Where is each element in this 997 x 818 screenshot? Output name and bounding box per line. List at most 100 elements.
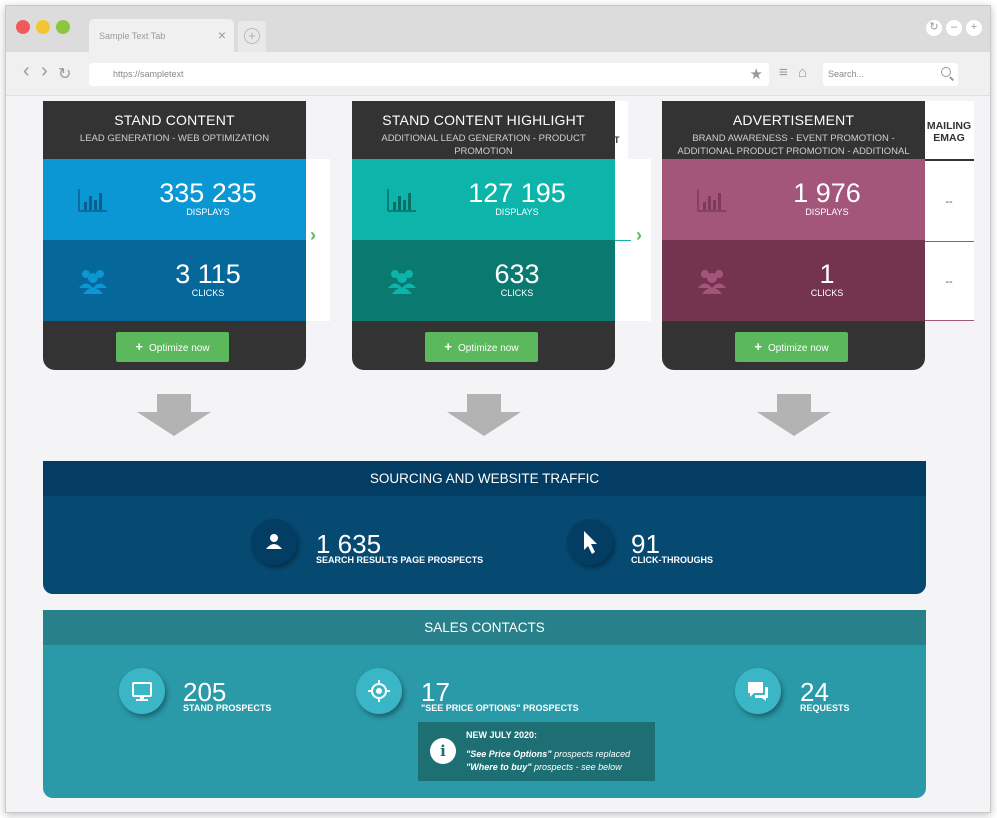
users-icon [79,270,107,294]
displays-value: 1 976 [793,178,861,208]
plus-icon: + [244,28,260,44]
target-circle [356,668,402,714]
displays-label: DISPLAYS [805,207,849,217]
clicks-value: 3 115 [175,259,241,289]
displays-band: 335 235 DISPLAYS [43,159,306,240]
plus-icon: + [135,339,143,354]
search-icon[interactable] [941,67,951,77]
info-icon: i [430,738,456,764]
home-icon[interactable]: ⌂ [798,64,808,81]
clicks-label: CLICKS [191,288,225,298]
monitor-circle [119,668,165,714]
restore-icon[interactable]: ↻ [926,20,942,36]
browser-window: Sample Text Tab × + ↻ – + ‹ › ↻ https://… [5,5,991,813]
stand-content-highlight-card: STAND CONTENT HIGHLIGHT ADDITIONAL LEAD … [352,101,615,370]
price-options-label: "SEE PRICE OPTIONS" PROSPECTS [421,703,579,713]
back-icon[interactable]: ‹ [23,60,30,82]
search-input[interactable]: Search... [823,63,958,86]
chat-circle [735,668,781,714]
requests-label: REQUESTS [800,703,850,713]
clicks-label: CLICKS [500,288,534,298]
menu-icon[interactable]: ≡ [779,64,788,81]
tab-bar: Sample Text Tab × + ↻ – + [6,6,990,52]
users-icon [388,270,416,294]
clicks-value: 1 [819,259,835,289]
target-icon [368,680,390,702]
address-bar[interactable]: https://sampletext ★ [89,63,769,86]
card-title: STAND CONTENT HIGHLIGHT [382,112,585,128]
clicks-band: 3 115 CLICKS [43,240,306,321]
minimize-window-dot[interactable] [36,20,50,34]
user-icon [266,534,282,549]
optimize-now-button[interactable]: + Optimize now [116,332,229,362]
users-icon [698,270,726,294]
displays-band: 127 195 DISPLAYS [352,159,615,240]
plus-icon: + [754,339,762,354]
click-throughs-label: CLICK-THROUGHS [631,555,713,565]
displays-value: 127 195 [468,178,566,208]
chat-icon [748,682,768,701]
card-subtitle: LEAD GENERATION - WEB OPTIMIZATION [79,133,270,144]
minimize-icon[interactable]: – [946,20,962,36]
new-tab-button[interactable]: + [238,21,266,52]
notice-title: NEW JULY 2020: [466,730,538,740]
optimize-now-button[interactable]: + Optimize now [735,332,848,362]
prospects-value: 1 635 [316,529,382,559]
mailing-header: MAILING [926,120,972,132]
cursor-icon [584,531,597,554]
displays-band: 1 976 DISPLAYS [662,159,925,240]
reload-icon[interactable]: ↻ [58,66,72,83]
card-subtitle: ADDITIONAL LEAD GENERATION - PRODUCT PRO… [381,133,586,157]
chevron-right-icon[interactable]: › [636,225,642,245]
forward-icon[interactable]: › [41,60,48,82]
side-panel-2-header: T [611,101,628,159]
clicks-label: CLICKS [810,288,844,298]
down-arrow-icon [447,394,521,436]
advertisement-card: ADVERTISEMENT BRAND AWARENESS - EVENT PR… [662,101,925,370]
click-throughs-value: 91 [631,529,660,559]
search-placeholder: Search... [828,69,865,79]
cursor-circle [567,519,613,565]
bar-chart-icon [78,189,107,212]
emag-header: EMAG [933,132,965,144]
tab-title: Sample Text Tab [99,31,166,41]
section-title: SALES CONTACTS [43,610,926,645]
notice-line-1: "See Price Options" prospects replaced [466,749,631,759]
displays-label: DISPLAYS [186,207,230,217]
price-options-value: 17 [421,677,450,707]
mailing-dash-2: -- [945,276,953,288]
browser-tab[interactable]: Sample Text Tab × [89,19,234,52]
add-window-icon[interactable]: + [966,20,982,36]
clicks-band: 633 CLICKS [352,240,615,321]
close-window-dot[interactable] [16,20,30,34]
sales-contacts-section: SALES CONTACTS 205 STAND PROSPECTS 17 "S… [43,610,926,798]
mailing-dash-1: -- [945,196,953,208]
requests-value: 24 [800,677,829,707]
stand-prospects-label: STAND PROSPECTS [183,703,272,713]
stand-prospects-value: 205 [183,677,227,707]
card-title: ADVERTISEMENT [732,112,855,128]
star-icon[interactable]: ★ [749,66,763,83]
browser-toolbar: ‹ › ↻ https://sampletext ★ ≡ ⌂ Search... [6,52,990,96]
clicks-value: 633 [494,259,540,289]
side-panel-1: › [304,159,330,321]
chevron-right-icon[interactable]: › [310,225,316,245]
displays-value: 335 235 [159,178,257,208]
maximize-window-dot[interactable] [56,20,70,34]
bar-chart-icon [387,189,416,212]
prospects-label: SEARCH RESULTS PAGE PROSPECTS [316,555,484,565]
close-tab-icon[interactable]: × [217,27,226,43]
down-arrow-icon [137,394,211,436]
stand-content-card: STAND CONTENT LEAD GENERATION - WEB OPTI… [43,101,306,370]
bar-chart-icon [697,189,726,212]
optimize-now-button[interactable]: + Optimize now [425,332,538,362]
monitor-icon [132,682,152,701]
card-title: STAND CONTENT [114,112,235,128]
mailing-column: MAILING EMAG -- -- [924,101,974,321]
notice-line-2: "Where to buy" prospects - see below [466,762,622,772]
url-text: https://sampletext [113,69,184,79]
user-circle [251,519,297,565]
side-panel-2: › [611,159,651,321]
info-notice: i NEW JULY 2020: "See Price Options" pro… [418,722,655,781]
displays-label: DISPLAYS [495,207,539,217]
